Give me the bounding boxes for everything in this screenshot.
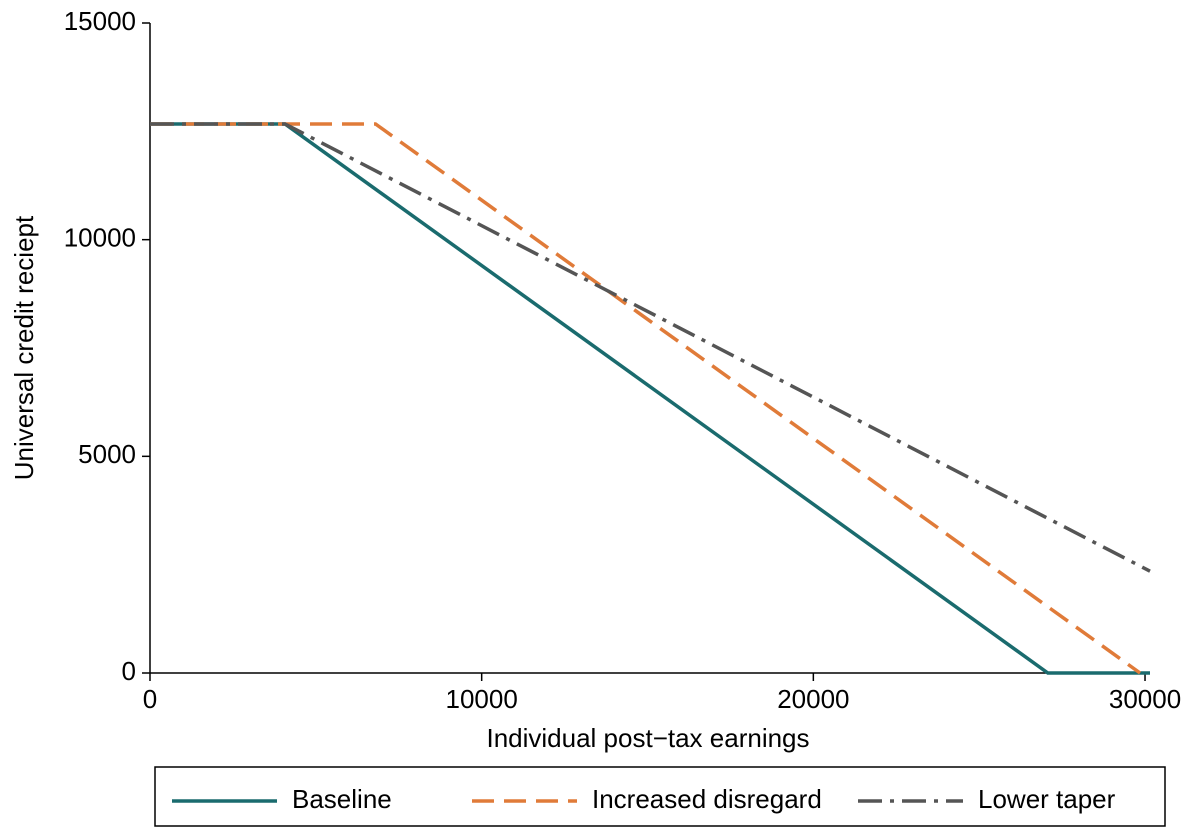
legend-label: Increased disregard	[592, 784, 822, 814]
x-tick-label: 0	[143, 684, 157, 714]
x-tick-label: 10000	[446, 684, 518, 714]
y-axis-title: Universal credit reciept	[9, 215, 39, 480]
x-tick-label: 20000	[777, 684, 849, 714]
y-tick-label: 0	[122, 656, 136, 686]
legend-label: Lower taper	[978, 784, 1116, 814]
y-tick-label: 15000	[64, 6, 136, 36]
y-tick-label: 10000	[64, 223, 136, 253]
x-axis-title: Individual post−tax earnings	[486, 723, 809, 753]
series-line	[150, 122, 1142, 675]
x-tick-label: 30000	[1109, 684, 1181, 714]
series-line	[150, 122, 1150, 675]
y-tick-label: 5000	[78, 439, 136, 469]
series-line	[150, 122, 1151, 573]
legend-label: Baseline	[292, 784, 392, 814]
legend-box	[154, 766, 1166, 827]
